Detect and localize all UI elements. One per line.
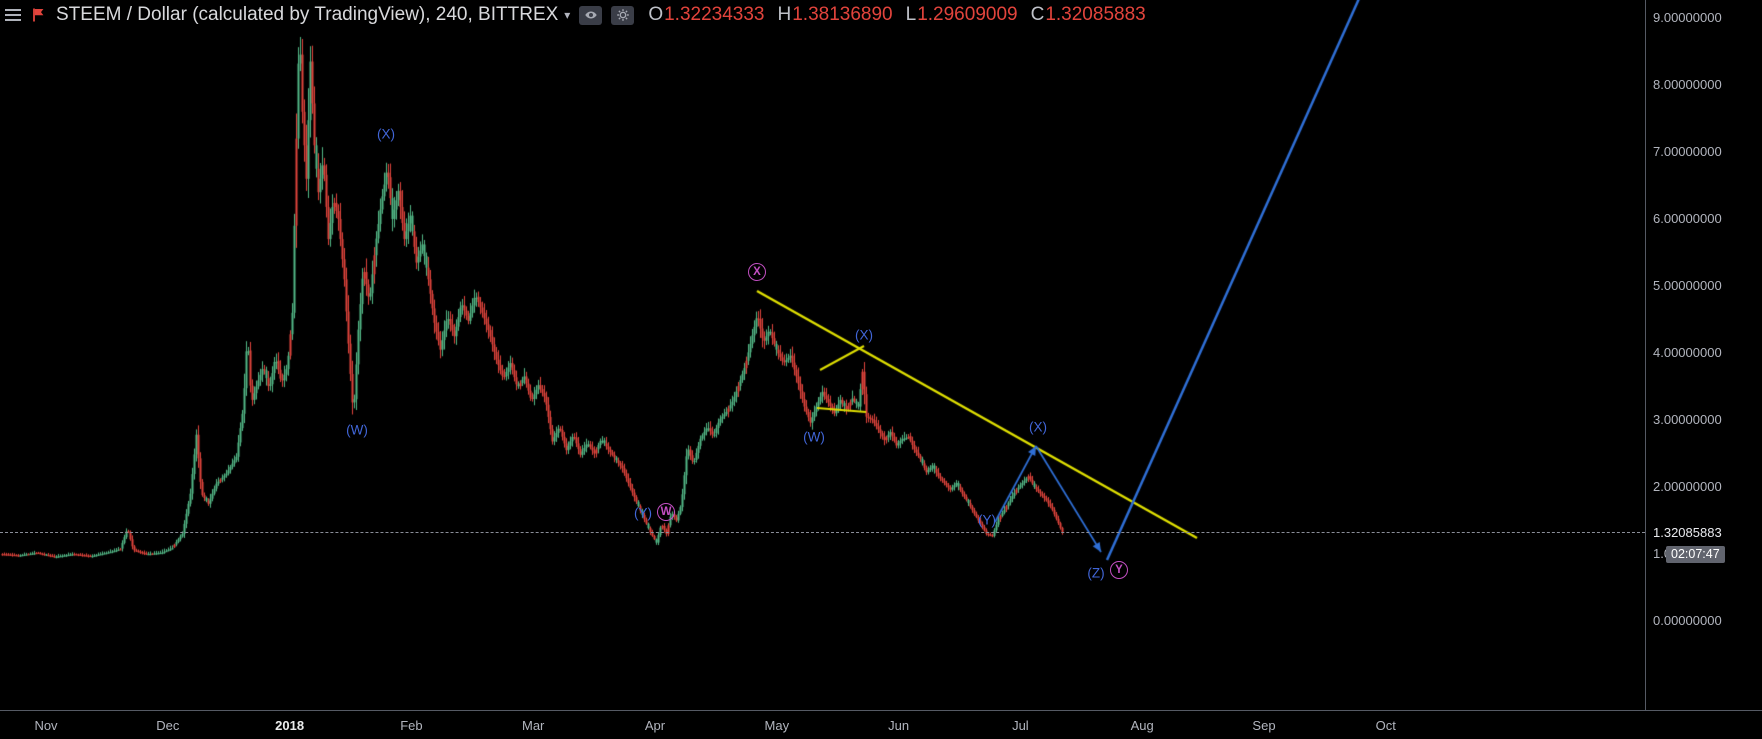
price-axis-label: 9.00000000 bbox=[1653, 10, 1722, 25]
chart-header: STEEM / Dollar (calculated by TradingVie… bbox=[5, 3, 1146, 27]
time-axis-label-sep: Sep bbox=[1252, 718, 1276, 733]
ohlc-high: H 1.38136890 bbox=[778, 4, 893, 26]
price-axis-label: 2.00000000 bbox=[1653, 479, 1722, 494]
time-axis[interactable]: Nov Dec 2018 Feb Mar Apr May Jun Jul Aug Sep Oct bbox=[0, 710, 1762, 739]
open-label: O bbox=[648, 4, 664, 25]
time-axis-label-jul: Jul bbox=[1012, 718, 1029, 733]
time-axis-label-feb: Feb bbox=[400, 718, 423, 733]
price-axis-label: 5.00000000 bbox=[1653, 278, 1722, 293]
price-axis-label: 7.00000000 bbox=[1653, 144, 1722, 159]
open-value: 1.32234333 bbox=[664, 4, 765, 25]
wave-label-z-7[interactable]: (Z) bbox=[1087, 565, 1105, 581]
time-axis-label-dec: Dec bbox=[156, 718, 180, 733]
ohlc-open: O 1.32234333 bbox=[648, 4, 764, 26]
low-value: 1.29609009 bbox=[917, 4, 1018, 25]
price-axis-label: 6.00000000 bbox=[1653, 211, 1722, 226]
time-axis-label-nov: Nov bbox=[34, 718, 58, 733]
ohlc-readout: O 1.32234333 H 1.38136890 L 1.29609009 C… bbox=[648, 4, 1145, 26]
wave-label-x-4[interactable]: (X) bbox=[855, 327, 873, 343]
price-axis-label: 8.00000000 bbox=[1653, 77, 1722, 92]
price-axis-label: 4.00000000 bbox=[1653, 345, 1722, 360]
wave-label-y-2[interactable]: (Y) bbox=[634, 505, 652, 521]
symbol-title[interactable]: STEEM / Dollar (calculated by TradingVie… bbox=[56, 4, 559, 25]
flag-icon bbox=[30, 7, 47, 24]
price-axis-label: 3.00000000 bbox=[1653, 412, 1722, 427]
current-price-label: 1.32085883 bbox=[1653, 525, 1722, 540]
close-label: C bbox=[1030, 4, 1045, 25]
time-axis-label-jun: Jun bbox=[888, 718, 910, 733]
gear-icon[interactable] bbox=[611, 5, 635, 25]
current-price-line bbox=[0, 532, 1645, 533]
ohlc-low: L 1.29609009 bbox=[906, 4, 1018, 26]
circled-wave-label-w[interactable]: W bbox=[657, 503, 675, 521]
low-label: L bbox=[905, 4, 917, 25]
hamburger-menu-icon[interactable] bbox=[5, 9, 21, 21]
time-axis-label-2018: 2018 bbox=[275, 718, 305, 733]
time-axis-label-may: May bbox=[764, 718, 790, 733]
price-axis-label: 0.00000000 bbox=[1653, 613, 1722, 628]
caret-down-icon[interactable]: ▾ bbox=[564, 8, 571, 22]
wave-label-x-0[interactable]: (X) bbox=[377, 126, 395, 142]
close-value: 1.32085883 bbox=[1045, 4, 1146, 25]
chart-pane[interactable]: STEEM / Dollar (calculated by TradingVie… bbox=[0, 0, 1645, 710]
wave-label-y-5[interactable]: (Y) bbox=[978, 512, 996, 528]
time-axis-label-mar: Mar bbox=[521, 718, 545, 733]
price-axis[interactable]: 0.000000001.000000002.000000003.00000000… bbox=[1645, 0, 1762, 710]
wave-label-w-1[interactable]: (W) bbox=[346, 422, 368, 438]
eye-icon[interactable] bbox=[579, 5, 603, 25]
time-axis-label-aug: Aug bbox=[1130, 718, 1154, 733]
wave-label-w-3[interactable]: (W) bbox=[803, 429, 825, 445]
bar-countdown-timer: 02:07:47 bbox=[1666, 546, 1725, 563]
time-axis-label-apr: Apr bbox=[644, 718, 666, 733]
circled-wave-label-y[interactable]: Y bbox=[1110, 561, 1128, 579]
wave-label-x-6[interactable]: (X) bbox=[1029, 419, 1047, 435]
high-label: H bbox=[777, 4, 792, 25]
time-axis-label-oct: Oct bbox=[1375, 718, 1396, 733]
high-value: 1.38136890 bbox=[792, 4, 893, 25]
ohlc-close: C 1.32085883 bbox=[1031, 4, 1146, 26]
circled-wave-label-x[interactable]: X bbox=[748, 263, 766, 281]
candlestick-chart-canvas[interactable] bbox=[0, 0, 1645, 710]
